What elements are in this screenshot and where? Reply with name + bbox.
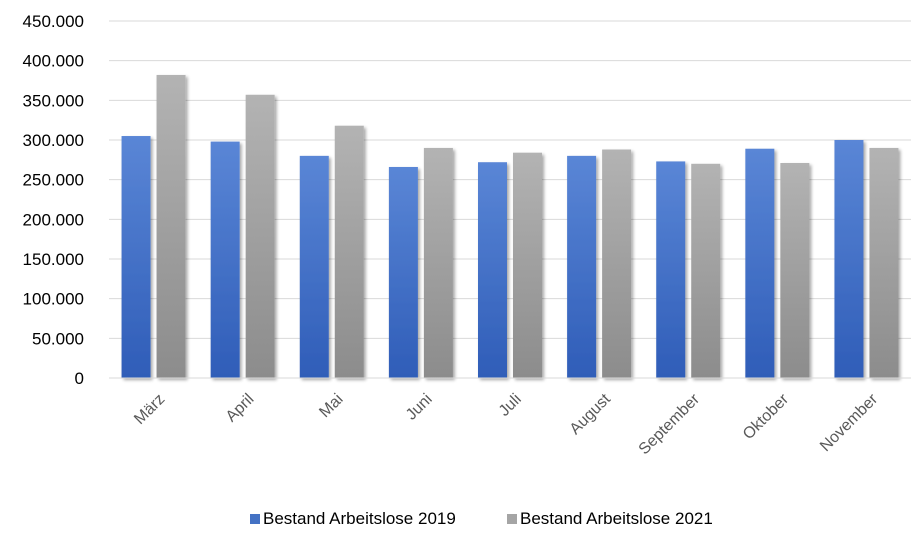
bar-2021-september — [691, 163, 721, 378]
x-tick-label: August — [567, 390, 615, 438]
bar-2019-juli — [478, 162, 507, 378]
x-tick-label: Juni — [403, 391, 436, 424]
x-tick-label: März — [131, 391, 168, 428]
bar-2019-august — [567, 155, 597, 378]
x-tick-label: Juli — [496, 391, 525, 420]
legend-label-2019: Bestand Arbeitslose 2019 — [263, 509, 456, 528]
bar-2019-oktober — [745, 148, 775, 378]
bar-2021-juli — [513, 152, 542, 378]
y-tick-label: 250.000 — [23, 171, 84, 190]
legend: Bestand Arbeitslose 2019 Bestand Arbeits… — [250, 509, 713, 528]
bar-2019-juni — [388, 166, 418, 378]
y-tick-label: 100.000 — [23, 290, 84, 309]
bar-2021-august — [602, 149, 632, 378]
y-tick-label: 0 — [75, 369, 84, 388]
bar-2021-april — [245, 94, 275, 378]
x-tick-label: April — [223, 391, 258, 426]
x-tick-label: Mai — [316, 391, 346, 421]
y-tick-label: 400.000 — [23, 52, 84, 71]
y-tick-label: 150.000 — [23, 250, 84, 269]
legend-swatch-2019 — [250, 514, 260, 524]
x-axis-tick-labels: März April Mai Juni Juli August September Oktob… — [131, 390, 882, 458]
x-tick-label: September — [636, 390, 704, 458]
bar-2021-mai — [334, 125, 364, 378]
x-tick-label: November — [817, 390, 882, 455]
y-tick-label: 300.000 — [23, 131, 84, 150]
x-tick-label: Oktober — [740, 390, 793, 443]
y-axis-tick-labels: 0 50.000 100.000 150.000 200.000 250.000 300.0… — [23, 12, 84, 388]
bar-2021-märz — [156, 74, 186, 379]
legend-swatch-2021 — [507, 514, 517, 524]
bar-2021-november — [869, 147, 899, 378]
bar-2019-mai — [299, 155, 329, 378]
bar-2019-april — [210, 141, 240, 378]
bar-2019-september — [656, 161, 686, 378]
bar-2019-november — [834, 140, 864, 378]
bar-2021-juni — [423, 147, 453, 378]
y-tick-label: 450.000 — [23, 12, 84, 31]
bars — [121, 74, 899, 379]
y-tick-label: 200.000 — [23, 210, 84, 229]
bar-2021-oktober — [780, 163, 810, 378]
y-tick-label: 50.000 — [32, 329, 84, 348]
gridlines — [109, 20, 911, 339]
bar-2019-märz — [121, 136, 151, 378]
legend-label-2021: Bestand Arbeitslose 2021 — [520, 509, 713, 528]
y-tick-label: 350.000 — [23, 91, 84, 110]
